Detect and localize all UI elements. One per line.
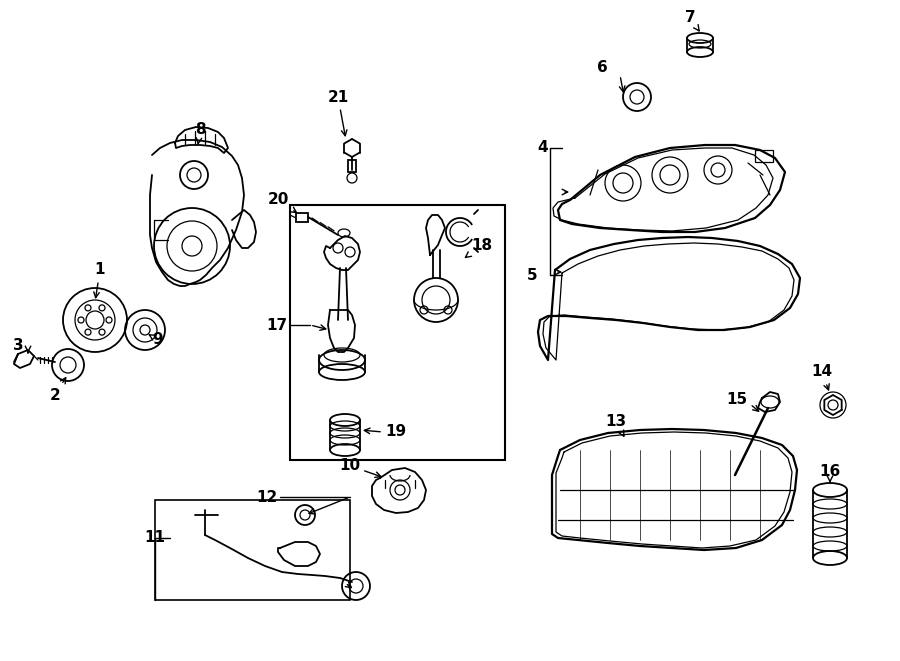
Text: 2: 2 (50, 377, 66, 403)
Text: 12: 12 (256, 490, 278, 504)
Text: 13: 13 (606, 414, 626, 436)
Bar (155, 500, 350, 600)
Text: 20: 20 (267, 192, 296, 213)
Text: 19: 19 (385, 424, 406, 440)
Text: 9: 9 (149, 332, 163, 348)
Bar (290, 205, 505, 460)
Text: 15: 15 (726, 393, 747, 407)
Text: 8: 8 (194, 122, 205, 143)
Text: 3: 3 (13, 338, 23, 352)
Text: 18: 18 (465, 237, 492, 257)
Bar (755, 150, 773, 162)
Text: 11: 11 (144, 531, 165, 545)
Text: 5: 5 (526, 268, 537, 282)
Bar (296, 213, 308, 222)
Text: 10: 10 (339, 459, 360, 473)
Text: 14: 14 (812, 364, 833, 390)
Text: 21: 21 (328, 89, 348, 136)
Text: 1: 1 (94, 262, 105, 297)
Text: 16: 16 (819, 465, 841, 483)
Bar (348, 160, 356, 172)
Text: 7: 7 (685, 11, 699, 31)
Text: 4: 4 (537, 141, 548, 155)
Text: 17: 17 (266, 317, 288, 332)
Text: 6: 6 (598, 59, 608, 75)
